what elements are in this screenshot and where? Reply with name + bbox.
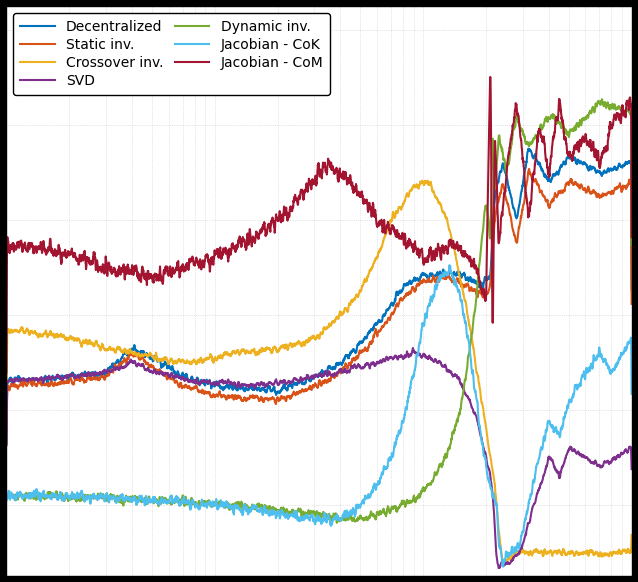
Jacobian - CoM [74, 257, 82, 264]
SVD [549, 456, 556, 463]
Static inv. [74, 377, 82, 384]
Jacobian - CoM [486, 73, 494, 80]
Crossover inv. [501, 561, 508, 568]
Static inv. [548, 197, 556, 204]
Crossover inv. [269, 344, 277, 351]
Jacobian - CoK [549, 422, 556, 429]
Jacobian - CoM [628, 233, 635, 240]
Decentralized [616, 160, 623, 167]
Crossover inv. [549, 552, 556, 559]
Jacobian - CoK [269, 508, 277, 515]
Crossover inv. [616, 547, 623, 554]
Decentralized [524, 146, 532, 152]
Line: SVD: SVD [6, 348, 632, 568]
SVD [242, 381, 250, 388]
Static inv. [111, 361, 119, 368]
Jacobian - CoM [616, 114, 623, 121]
Dynamic inv. [111, 496, 119, 503]
Jacobian - CoK [616, 354, 623, 361]
SVD [616, 453, 623, 460]
Dynamic inv. [333, 519, 341, 526]
Crossover inv. [242, 348, 250, 355]
SVD [628, 466, 635, 473]
Jacobian - CoM [269, 218, 277, 225]
Dynamic inv. [242, 503, 250, 510]
Decentralized [628, 286, 635, 293]
Line: Jacobian - CoK: Jacobian - CoK [6, 265, 632, 567]
Static inv. [3, 442, 10, 449]
Jacobian - CoM [242, 246, 250, 253]
Decentralized [3, 442, 10, 449]
Dynamic inv. [74, 492, 82, 499]
Jacobian - CoK [628, 391, 635, 398]
Dynamic inv. [598, 95, 606, 102]
Line: Static inv.: Static inv. [6, 169, 632, 445]
Decentralized [111, 361, 119, 368]
Dynamic inv. [628, 242, 635, 249]
Jacobian - CoK [242, 508, 250, 514]
Decentralized [548, 174, 556, 181]
Dynamic inv. [548, 112, 556, 119]
Crossover inv. [3, 414, 10, 421]
SVD [409, 345, 417, 352]
Jacobian - CoK [3, 496, 10, 503]
Crossover inv. [628, 531, 635, 538]
Static inv. [616, 181, 623, 188]
Line: Dynamic inv.: Dynamic inv. [6, 99, 632, 523]
SVD [495, 565, 503, 572]
Static inv. [525, 165, 533, 172]
Decentralized [242, 385, 250, 392]
Static inv. [628, 300, 635, 307]
Legend: Decentralized, Static inv., Crossover inv., SVD, Dynamic inv., Jacobian - CoK, J: Decentralized, Static inv., Crossover in… [13, 13, 330, 95]
Jacobian - CoK [111, 495, 119, 502]
SVD [74, 372, 82, 379]
SVD [111, 365, 119, 372]
Jacobian - CoM [548, 143, 556, 150]
Dynamic inv. [269, 505, 277, 512]
Jacobian - CoK [74, 493, 82, 500]
SVD [3, 440, 10, 447]
Crossover inv. [419, 177, 426, 184]
Crossover inv. [74, 335, 82, 342]
Static inv. [269, 395, 277, 402]
SVD [269, 381, 277, 388]
Line: Crossover inv.: Crossover inv. [6, 180, 632, 565]
Jacobian - CoK [445, 262, 453, 269]
Decentralized [269, 386, 277, 393]
Line: Jacobian - CoM: Jacobian - CoM [6, 77, 632, 372]
Jacobian - CoM [3, 369, 10, 376]
Dynamic inv. [3, 496, 10, 503]
Jacobian - CoK [500, 563, 507, 570]
Line: Decentralized: Decentralized [6, 149, 632, 445]
Crossover inv. [111, 347, 119, 354]
Static inv. [242, 398, 250, 404]
Dynamic inv. [616, 104, 623, 111]
Jacobian - CoM [111, 268, 119, 275]
Decentralized [74, 373, 82, 380]
